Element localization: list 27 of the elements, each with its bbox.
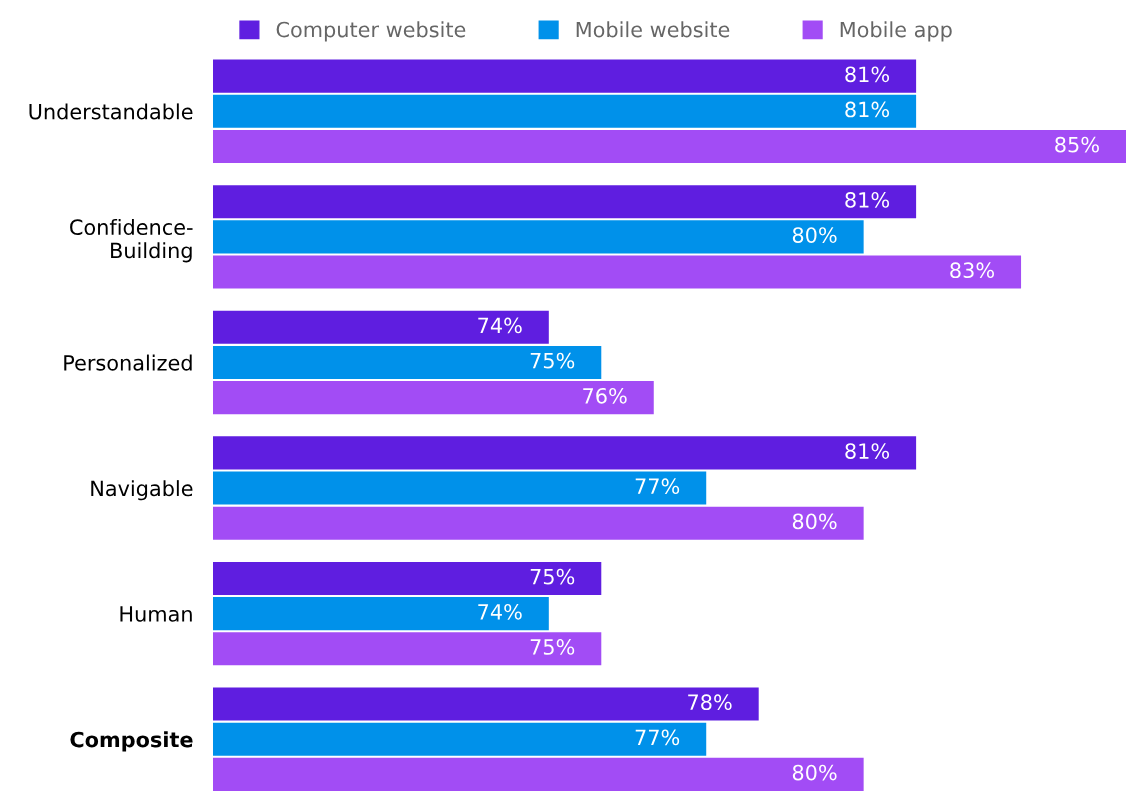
data-label: 80% <box>792 513 837 530</box>
data-label: 74% <box>478 603 522 620</box>
data-label: 81% <box>845 101 890 118</box>
data-label: 77% <box>635 729 680 746</box>
y-tick-label: Navigable <box>91 480 193 501</box>
y-tick-label: Understandable <box>29 103 193 120</box>
data-label: 77% <box>635 478 680 495</box>
y-tick-label: Composite <box>70 731 193 752</box>
data-label: 74% <box>478 317 522 334</box>
data-label: 80% <box>792 764 837 781</box>
y-tick-label: Personalized <box>64 354 192 371</box>
data-label: 75% <box>530 639 575 655</box>
legend-label: Computer website <box>276 21 466 42</box>
y-tick-label: Confidence- Building <box>70 218 193 263</box>
legend-label: Mobile website <box>576 21 730 38</box>
data-label: 80% <box>792 227 837 243</box>
data-label: 85% <box>1055 136 1099 153</box>
data-label: 81% <box>845 443 890 459</box>
data-label: 76% <box>583 387 627 404</box>
data-label: 75% <box>530 352 575 369</box>
data-label: 81% <box>845 192 890 208</box>
data-label: 83% <box>950 262 994 279</box>
data-label: 81% <box>845 66 890 83</box>
y-tick-label: Human <box>120 606 192 622</box>
legend-label: Mobile app <box>840 21 952 42</box>
data-label: 78% <box>688 694 732 711</box>
data-label: 75% <box>530 568 575 585</box>
